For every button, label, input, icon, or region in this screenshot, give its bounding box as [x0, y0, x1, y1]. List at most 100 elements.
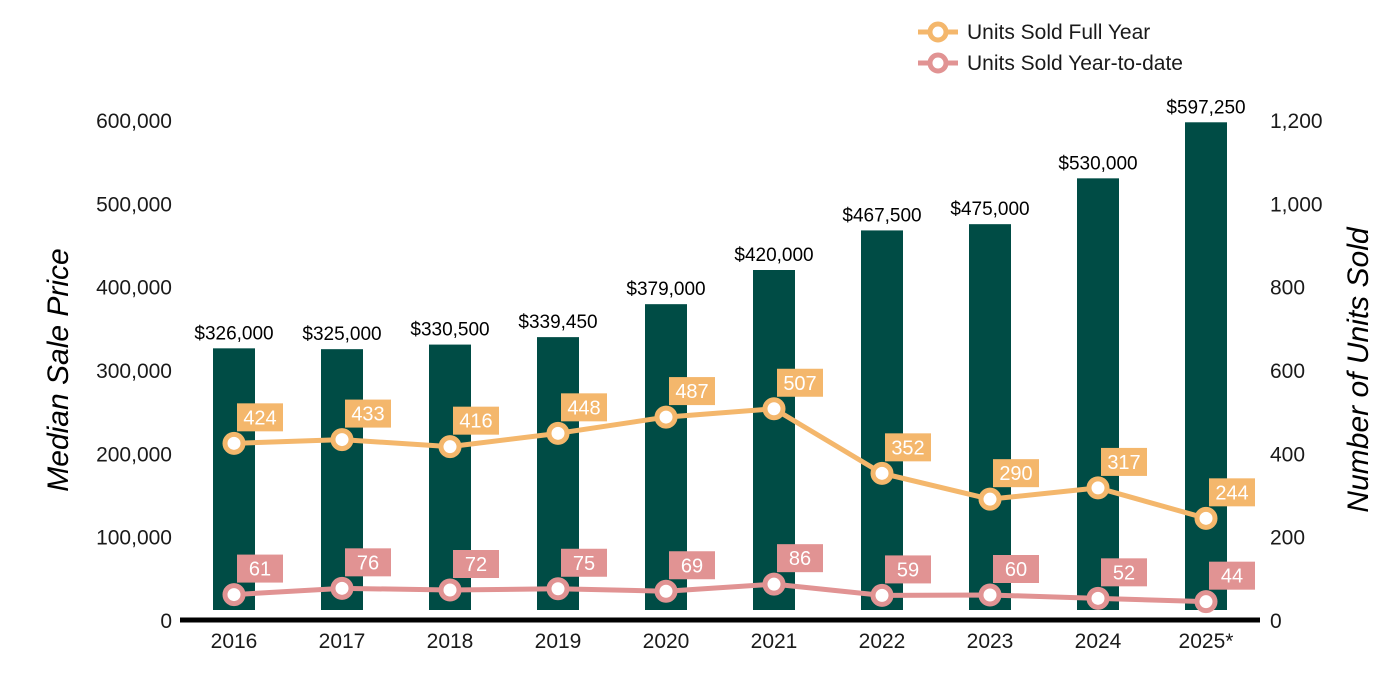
legend-ytd-marker — [927, 52, 949, 74]
left-axis-ticks: 0 100,000 200,000 300,000 400,000 500,000 600,… — [96, 110, 172, 633]
label-box-full-year — [669, 377, 715, 406]
point-full-year — [1194, 506, 1218, 530]
bar-value-label: $530,000 — [1058, 153, 1137, 174]
value-label-ytd: 52 — [1113, 562, 1135, 584]
bar-2023 — [969, 224, 1011, 610]
point-ytd — [1194, 590, 1218, 614]
x-tick-label: 2024 — [1075, 630, 1122, 653]
label-box-full-year — [1209, 478, 1255, 507]
label-box-ytd — [669, 551, 715, 580]
point-ytd — [654, 579, 678, 603]
bar-value-label: $597,250 — [1166, 97, 1245, 118]
label-box-ytd — [777, 544, 823, 573]
x-tick-label: 2020 — [643, 630, 690, 653]
bar-value-label: $379,000 — [626, 279, 705, 300]
point-full-year — [438, 435, 462, 459]
legend: Units Sold Full Year Units Sold Year-to-… — [918, 21, 1183, 75]
value-label-full-year: 416 — [459, 411, 492, 433]
right-tick-label: 400 — [1270, 443, 1305, 466]
bars-layer — [213, 122, 1227, 611]
x-tick-label: 2019 — [535, 630, 582, 653]
label-box-ytd — [1209, 561, 1255, 590]
x-axis-ticks: 2016 2017 2018 2019 2020 2021 2022 2023 2024 2025… — [211, 630, 1234, 653]
label-box-full-year — [993, 459, 1039, 488]
point-ytd — [1086, 586, 1110, 610]
legend-item-full-year: Units Sold Full Year — [918, 21, 1150, 44]
value-label-full-year: 433 — [351, 404, 384, 426]
bar-value-label: $420,000 — [734, 245, 813, 266]
value-label-ytd: 76 — [357, 552, 379, 574]
value-label-ytd: 86 — [789, 548, 811, 570]
value-label-full-year: 352 — [891, 437, 924, 459]
left-tick-label: 100,000 — [96, 527, 172, 550]
bar-labels-layer: $326,000 $325,000 $330,500 $339,450 $379,000… — [194, 97, 1245, 345]
left-axis-title: Median Sale Price — [42, 248, 75, 491]
right-tick-label: 1,200 — [1270, 110, 1323, 133]
label-box-ytd — [885, 555, 931, 584]
bar-value-label: $339,450 — [518, 312, 597, 333]
value-label-ytd: 60 — [1005, 559, 1027, 581]
value-label-ytd: 75 — [573, 553, 595, 575]
left-tick-label: 200,000 — [96, 443, 172, 466]
value-label-ytd: 59 — [897, 559, 919, 581]
left-tick-label: 600,000 — [96, 110, 172, 133]
label-box-full-year — [345, 399, 391, 428]
point-ytd — [762, 572, 786, 596]
x-tick-label: 2017 — [319, 630, 366, 653]
point-ytd — [978, 583, 1002, 607]
right-axis-ticks: 0 200 400 600 800 1,000 1,200 — [1270, 110, 1323, 633]
x-tick-label: 2025* — [1179, 630, 1234, 653]
x-tick-label: 2018 — [427, 630, 474, 653]
point-labels-layer: 424 433 416 448 487 507 352 290 317 244 61 76 72 75 69… — [237, 368, 1255, 590]
left-tick-label: 500,000 — [96, 193, 172, 216]
lines-layer — [233, 406, 1207, 605]
value-label-ytd: 72 — [465, 554, 487, 576]
label-box-ytd — [1101, 558, 1147, 587]
bar-2022 — [861, 230, 903, 610]
point-full-year — [1086, 476, 1110, 500]
label-box-ytd — [453, 550, 499, 578]
point-full-year — [654, 405, 678, 429]
left-tick-label: 400,000 — [96, 277, 172, 300]
bar-value-label: $325,000 — [302, 324, 381, 345]
point-ytd — [222, 583, 246, 607]
label-box-full-year — [885, 433, 931, 462]
label-box-full-year — [237, 403, 283, 432]
value-label-full-year: 290 — [999, 463, 1032, 485]
left-tick-label: 300,000 — [96, 360, 172, 383]
bar-value-label: $326,000 — [194, 323, 273, 344]
label-box-ytd — [993, 555, 1039, 583]
label-box-ytd — [561, 548, 607, 577]
right-axis-title: Number of Units Sold — [1342, 226, 1375, 512]
point-ytd — [438, 578, 462, 602]
bar-value-label: $330,500 — [410, 320, 489, 341]
value-label-full-year: 507 — [783, 373, 816, 395]
value-label-full-year: 424 — [243, 407, 276, 429]
line-units-sold-full-year — [233, 406, 1207, 521]
legend-full-year-marker — [927, 21, 949, 43]
value-label-full-year: 317 — [1107, 452, 1140, 474]
value-label-ytd: 69 — [681, 555, 703, 577]
label-box-ytd — [345, 548, 391, 577]
right-tick-label: 800 — [1270, 277, 1305, 300]
label-box-full-year — [777, 368, 823, 397]
label-box-full-year — [453, 406, 499, 435]
label-box-ytd — [237, 554, 283, 583]
x-tick-label: 2023 — [967, 630, 1014, 653]
point-full-year — [870, 461, 894, 485]
label-box-full-year — [561, 393, 607, 422]
bar-value-label: $475,000 — [950, 199, 1029, 220]
right-tick-label: 1,000 — [1270, 193, 1323, 216]
x-tick-label: 2022 — [859, 630, 906, 653]
value-label-ytd: 61 — [249, 559, 271, 581]
left-tick-label: 0 — [160, 610, 172, 633]
x-tick-label: 2016 — [211, 630, 258, 653]
point-ytd — [870, 583, 894, 607]
point-ytd — [546, 577, 570, 601]
bar-2024 — [1077, 178, 1119, 611]
point-ytd — [330, 576, 354, 600]
line-units-sold-ytd — [233, 581, 1207, 605]
point-full-year — [222, 431, 246, 455]
legend-ytd-label: Units Sold Year-to-date — [967, 52, 1183, 75]
